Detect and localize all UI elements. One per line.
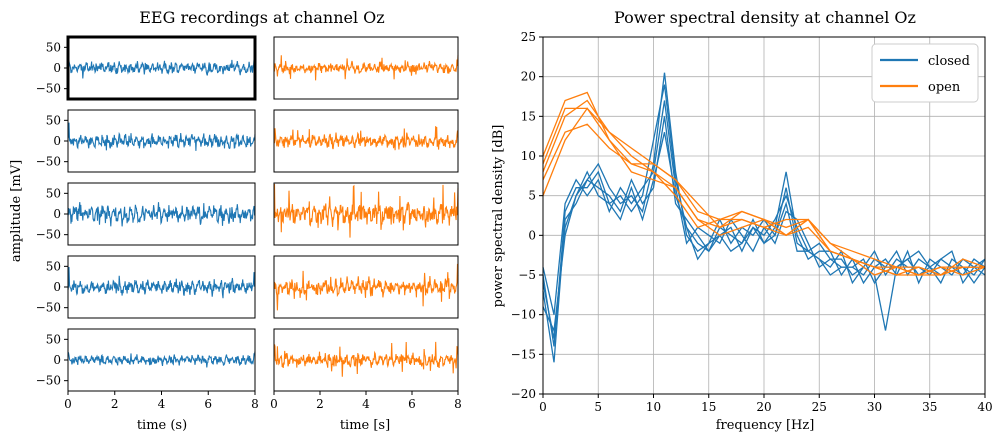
eeg-trace-closed-2 bbox=[67, 122, 256, 151]
eeg-xlabel-open: time [s] bbox=[340, 418, 390, 433]
psd-series-open-10 bbox=[542, 99, 985, 276]
eeg-panel-open-2 bbox=[273, 109, 459, 173]
eeg-ytick-label: −50 bbox=[36, 228, 61, 242]
eeg-ytick-label: −50 bbox=[36, 301, 61, 315]
eeg-panel-closed-4: 50 0 −50 bbox=[36, 255, 256, 319]
eeg-trace-closed-3 bbox=[67, 202, 256, 227]
eeg-ytick-label: 50 bbox=[46, 259, 61, 273]
eeg-xlabel-closed: time (s) bbox=[137, 418, 187, 433]
psd-ytick-label: 25 bbox=[521, 30, 536, 44]
eeg-trace-closed-4 bbox=[67, 266, 256, 299]
psd-xtick-label: 30 bbox=[867, 400, 882, 414]
eeg-ytick-label: −50 bbox=[36, 374, 61, 388]
psd-xtick-label: 15 bbox=[701, 400, 716, 414]
psd-xtick-label: 10 bbox=[646, 400, 661, 414]
eeg-trace-closed-1 bbox=[67, 56, 256, 79]
legend-label-closed: closed bbox=[928, 54, 970, 69]
psd-ytick-label: 0 bbox=[528, 228, 536, 242]
eeg-xtick-label: 6 bbox=[204, 397, 212, 411]
psd-legend: closed open bbox=[871, 43, 979, 103]
eeg-xtick-label: 8 bbox=[251, 397, 259, 411]
psd-ytick-label: 15 bbox=[521, 109, 536, 123]
eeg-xtick-label: 8 bbox=[454, 397, 462, 411]
eeg-xtick-label: 6 bbox=[408, 397, 416, 411]
eeg-panel-open-5: 0 2 4 6 8 bbox=[270, 328, 462, 411]
psd-plot: 0 5 10 15 20 25 30 35 40 25 20 15 10 5 0 −5 −10 −15 −20 bbox=[511, 30, 993, 414]
eeg-ylabel: amplitude [mV] bbox=[9, 160, 24, 262]
psd-ytick-label: −20 bbox=[511, 387, 536, 401]
eeg-panel-closed-2: 50 0 −50 bbox=[36, 109, 256, 173]
psd-ytick-label: −15 bbox=[511, 347, 536, 361]
eeg-trace-open-1 bbox=[273, 55, 459, 81]
eeg-frame-open-1 bbox=[273, 36, 459, 100]
psd-series-open-9 bbox=[542, 123, 986, 276]
eeg-trace-open-5 bbox=[273, 341, 459, 377]
eeg-xtick-label: 2 bbox=[316, 397, 324, 411]
eeg-xtick-label: 4 bbox=[362, 397, 370, 411]
psd-xtick-label: 25 bbox=[812, 400, 827, 414]
eeg-panel-closed-1: 50 0 −50 bbox=[36, 35, 257, 101]
legend-label-open: open bbox=[928, 80, 961, 95]
eeg-panel-closed-5: 500−500 2 4 6 8 bbox=[36, 328, 259, 411]
eeg-ytick-label: 0 bbox=[53, 61, 61, 75]
eeg-panel-closed-3: 50 0 −50 bbox=[36, 182, 256, 246]
eeg-panel-open-1 bbox=[273, 36, 459, 100]
eeg-trace-open-2 bbox=[273, 126, 459, 151]
eeg-frame-open-2 bbox=[273, 109, 459, 173]
eeg-trace-closed-5 bbox=[67, 351, 256, 368]
eeg-trace-open-3 bbox=[273, 183, 459, 238]
eeg-ytick-label: 50 bbox=[46, 186, 61, 200]
eeg-ytick-label: −50 bbox=[36, 155, 61, 169]
psd-ytick-label: 5 bbox=[528, 189, 536, 203]
psd-xtick-label: 0 bbox=[539, 400, 547, 414]
psd-title: Power spectral density at channel Oz bbox=[614, 8, 916, 27]
eeg-ytick-label: 0 bbox=[53, 207, 61, 221]
eeg-xtick-label: 0 bbox=[64, 397, 72, 411]
eeg-title: EEG recordings at channel Oz bbox=[139, 8, 384, 27]
psd-xtick-label: 40 bbox=[977, 400, 992, 414]
psd-ylabel: power spectral density [dB] bbox=[491, 125, 506, 308]
psd-ytick-label: −5 bbox=[518, 268, 536, 282]
eeg-ytick-label: −50 bbox=[36, 82, 61, 96]
eeg-xtick-label: 4 bbox=[158, 397, 166, 411]
eeg-xtick-label: 2 bbox=[111, 397, 119, 411]
eeg-ytick-label: 50 bbox=[46, 40, 61, 54]
psd-xlabel: frequency [Hz] bbox=[716, 418, 815, 433]
eeg-ytick-label: 0 bbox=[53, 353, 61, 367]
eeg-frame-open-3 bbox=[273, 182, 459, 246]
psd-ytick-label: 10 bbox=[521, 149, 536, 163]
psd-xtick-label: 20 bbox=[756, 400, 771, 414]
eeg-ytick-label: 50 bbox=[46, 332, 61, 346]
eeg-panel-open-3 bbox=[273, 182, 459, 246]
eeg-ytick-label: 50 bbox=[46, 113, 61, 127]
eeg-ytick-label: 0 bbox=[53, 134, 61, 148]
psd-xtick-label: 35 bbox=[922, 400, 937, 414]
eeg-xtick-label: 0 bbox=[270, 397, 278, 411]
eeg-frame-open-4 bbox=[273, 255, 459, 319]
eeg-panel-open-4 bbox=[273, 255, 459, 319]
legend-box bbox=[871, 43, 979, 103]
eeg-trace-open-4 bbox=[273, 263, 459, 311]
psd-xtick-label: 5 bbox=[594, 400, 602, 414]
psd-ytick-label: 20 bbox=[521, 70, 536, 84]
eeg-ytick-label: 0 bbox=[53, 280, 61, 294]
psd-ytick-label: −10 bbox=[511, 308, 536, 322]
